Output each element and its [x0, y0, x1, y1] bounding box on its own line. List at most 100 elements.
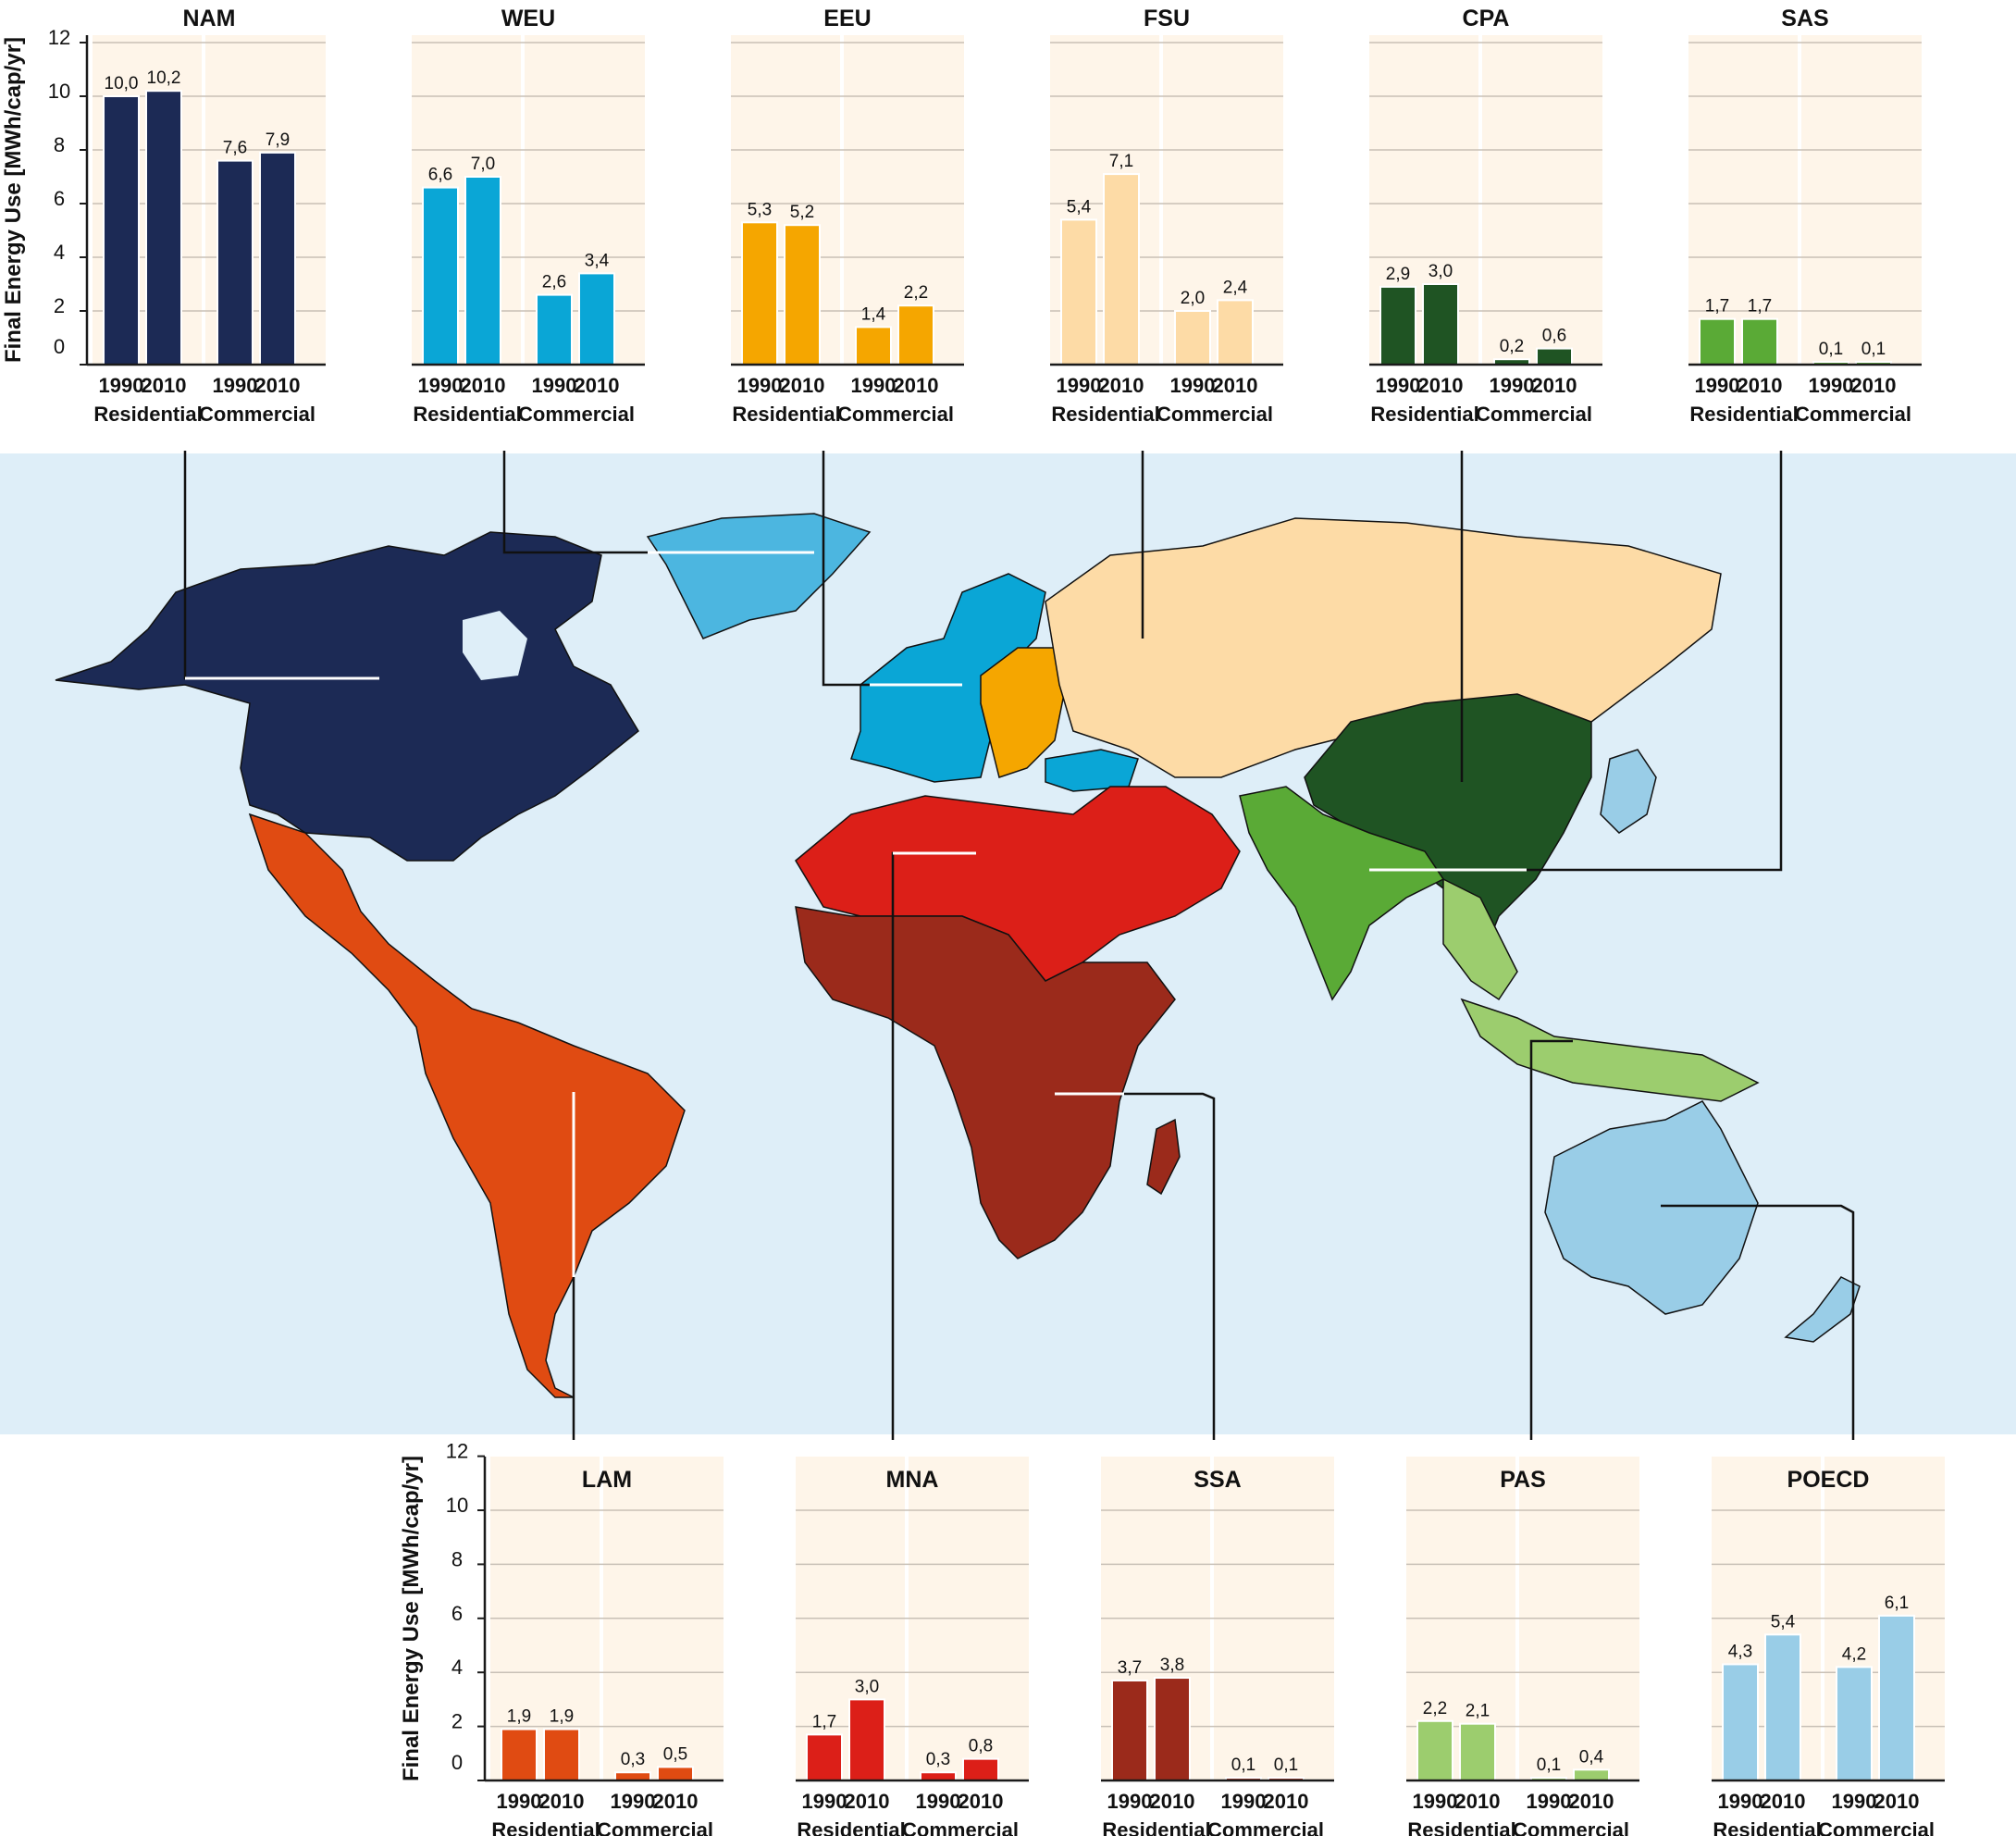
year-tick-label: 2010 [845, 1790, 890, 1813]
bar-fsu-residential-2010 [1103, 173, 1140, 366]
bar-lam-residential-2010 [543, 1728, 580, 1782]
bar-value-label: 1,4 [861, 304, 886, 324]
bar-cpa-commercial-2010 [1536, 347, 1573, 366]
region-title: WEU [501, 6, 555, 31]
bar-value-label: 10,2 [147, 68, 181, 88]
bar-value-label: 0,1 [1861, 340, 1886, 359]
leader-line [1529, 1039, 1573, 1440]
y-tick-label: 10 [446, 1494, 468, 1517]
bar-poecd-commercial-2010 [1878, 1614, 1915, 1781]
year-tick-label: 2010 [1418, 374, 1464, 397]
year-tick-label: 2010 [959, 1790, 1004, 1813]
map-region-eeu [980, 647, 1065, 778]
bar-value-label: 3,4 [585, 251, 610, 270]
year-tick-label: 2010 [1874, 1790, 1920, 1813]
year-tick-label: 2010 [1150, 1790, 1195, 1813]
map-region-poecd [1544, 1100, 1759, 1315]
sector-label-commercial: Commercial [1795, 403, 1911, 426]
bar-value-label: 0,1 [1274, 1755, 1298, 1775]
y-axis-title: Final Energy Use [MWh/cap/yr] [399, 1456, 424, 1781]
bar-poecd-residential-2010 [1764, 1633, 1801, 1781]
bar-fsu-residential-1990 [1060, 218, 1097, 366]
y-tick-label: 6 [54, 187, 65, 210]
region-title: CPA [1463, 6, 1510, 31]
leader-line [1055, 1092, 1216, 1440]
bar-value-label: 2,9 [1386, 265, 1410, 284]
year-tick-label: 1990 [916, 1790, 961, 1813]
bar-value-label: 0,4 [1579, 1747, 1604, 1767]
sector-label-residential: Residential [413, 403, 521, 426]
bar-nam-commercial-2010 [259, 151, 296, 366]
region-title: NAM [183, 6, 236, 31]
bar-value-label: 1,7 [812, 1712, 836, 1731]
y-tick-label: 8 [451, 1547, 463, 1570]
year-tick-label: 2010 [575, 374, 620, 397]
year-tick-label: 2010 [1532, 374, 1577, 397]
map-region-sas [1239, 786, 1445, 1001]
year-tick-label: 2010 [1851, 374, 1897, 397]
bar-sas-residential-2010 [1741, 317, 1778, 366]
year-tick-label: 2010 [1264, 1790, 1309, 1813]
year-tick-label: 2010 [780, 374, 825, 397]
sector-label-residential: Residential [1102, 1818, 1210, 1836]
year-tick-label: 1990 [99, 374, 144, 397]
sector-label-residential: Residential [93, 403, 202, 426]
y-tick-label: 4 [54, 241, 65, 264]
panel-commercial-bg [1801, 35, 1922, 365]
year-tick-label: 1990 [1107, 1790, 1153, 1813]
sector-label-residential: Residential [732, 403, 840, 426]
bar-lam-commercial-2010 [657, 1766, 694, 1782]
panel-residential-bg [1688, 35, 1798, 365]
sector-label-commercial: Commercial [1513, 1818, 1629, 1836]
year-tick-label: 1990 [532, 374, 577, 397]
bar-pas-residential-2010 [1459, 1722, 1496, 1782]
world-map [0, 453, 2016, 1434]
year-tick-label: 1990 [1221, 1790, 1267, 1813]
sector-label-commercial: Commercial [199, 403, 315, 426]
map-hudson-bay [463, 611, 527, 680]
map-turkey [1045, 749, 1139, 792]
bar-value-label: 1,7 [1705, 297, 1729, 316]
map-new-zealand [1784, 1276, 1861, 1343]
year-tick-label: 1990 [1809, 374, 1854, 397]
map-japan [1600, 749, 1657, 834]
year-tick-label: 2010 [1455, 1790, 1501, 1813]
sector-label-residential: Residential [797, 1818, 905, 1836]
year-tick-label: 1990 [1695, 374, 1740, 397]
map-madagascar [1146, 1118, 1181, 1196]
region-title: EEU [823, 6, 871, 31]
bar-value-label: 3,8 [1160, 1656, 1184, 1675]
map-indonesia [1460, 998, 1760, 1102]
bar-value-label: 2,0 [1181, 289, 1205, 308]
bar-value-label: 2,4 [1223, 278, 1248, 297]
bar-pas-commercial-2010 [1573, 1768, 1610, 1781]
year-tick-label: 1990 [1413, 1790, 1458, 1813]
y-tick-label: 2 [451, 1710, 463, 1733]
region-title: POECD [1787, 1467, 1870, 1493]
region-title: PAS [1500, 1467, 1546, 1493]
sector-label-commercial: Commercial [597, 1818, 713, 1836]
bar-poecd-residential-1990 [1722, 1663, 1759, 1781]
bar-mna-residential-1990 [806, 1733, 843, 1781]
y-axis-title: Final Energy Use [MWh/cap/yr] [1, 37, 26, 363]
bar-weu-residential-2010 [464, 176, 501, 366]
sector-label-residential: Residential [1051, 403, 1159, 426]
sector-label-commercial: Commercial [1818, 1818, 1935, 1836]
bar-mna-residential-2010 [848, 1698, 885, 1782]
bar-eeu-residential-2010 [784, 224, 821, 366]
bar-value-label: 0,1 [1231, 1755, 1255, 1775]
bar-lam-residential-1990 [501, 1728, 538, 1782]
bar-lam-commercial-1990 [614, 1771, 651, 1781]
bar-eeu-commercial-1990 [855, 326, 892, 366]
y-tick-label: 0 [451, 1751, 463, 1774]
sector-label-residential: Residential [1407, 1818, 1515, 1836]
bar-value-label: 1,9 [550, 1707, 574, 1727]
bar-value-label: 0,5 [663, 1744, 687, 1764]
bar-cpa-residential-2010 [1422, 283, 1459, 366]
region-title: MNA [886, 1467, 939, 1493]
bar-value-label: 7,1 [1109, 152, 1133, 171]
